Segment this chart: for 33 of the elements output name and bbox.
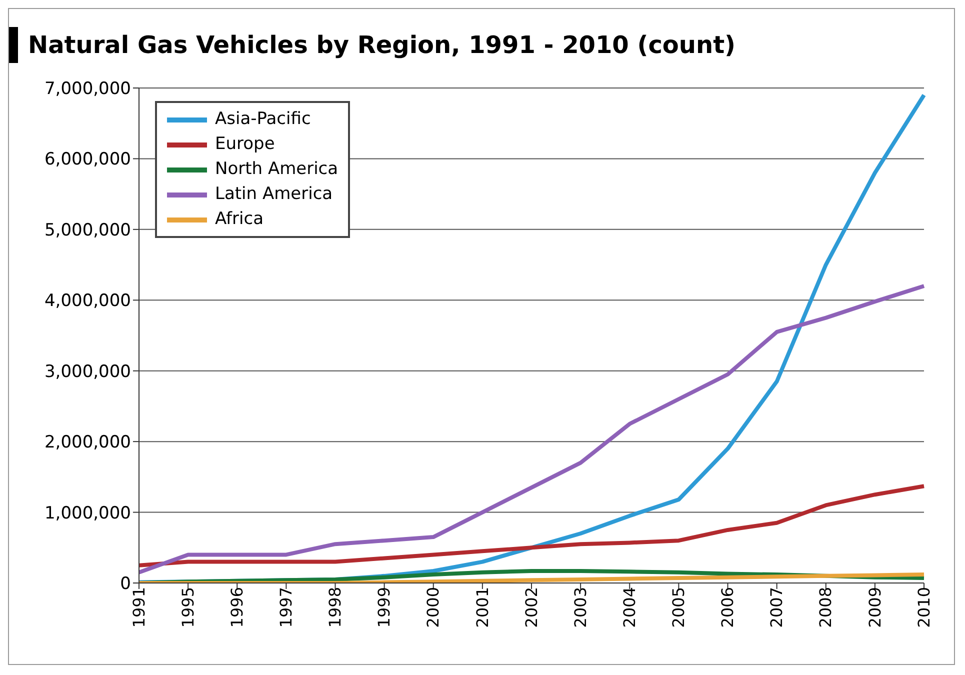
x-tick-label: 2001: [472, 587, 492, 628]
y-tick-label: 4,000,000: [44, 291, 131, 312]
legend-label: Africa: [215, 208, 264, 231]
x-tick-label: 1991: [129, 587, 148, 628]
x-tick-label: 1998: [326, 587, 345, 628]
x-tick-label: 1995: [178, 587, 198, 628]
y-tick-label: 6,000,000: [44, 150, 131, 170]
legend-label: Latin America: [215, 183, 333, 206]
x-tick-label: 2002: [522, 587, 541, 628]
y-tick-label: 1,000,000: [44, 503, 131, 524]
legend-label: North America: [215, 158, 338, 181]
line-series: [137, 484, 926, 568]
line-series: [137, 284, 926, 574]
x-tick-label: 2008: [816, 587, 836, 628]
x-tick-label: 2006: [718, 587, 738, 628]
y-tick-label: 7,000,000: [44, 79, 131, 100]
x-tick-label: 2000: [424, 587, 443, 628]
x-tick-label: 1999: [374, 587, 394, 628]
x-tick-label: 2009: [865, 587, 884, 628]
chart-title: Natural Gas Vehicles by Region, 1991 - 2010 (count): [28, 31, 736, 59]
x-tick-label: 2004: [620, 587, 639, 628]
y-tick-label: 0: [120, 574, 131, 594]
x-tick-label: 2003: [570, 587, 590, 628]
x-tick-label: 1997: [276, 587, 296, 628]
y-tick-label: 3,000,000: [44, 362, 131, 382]
x-tick-label: 2005: [669, 587, 688, 628]
y-tick-label: 5,000,000: [44, 220, 131, 240]
x-tick-label: 1996: [227, 587, 246, 628]
legend-label: Asia-Pacific: [215, 108, 311, 131]
y-tick-label: 2,000,000: [44, 432, 131, 453]
legend-label: Europe: [215, 133, 275, 156]
x-tick-label: 2007: [767, 587, 786, 628]
x-tick-label: 2010: [914, 587, 934, 628]
